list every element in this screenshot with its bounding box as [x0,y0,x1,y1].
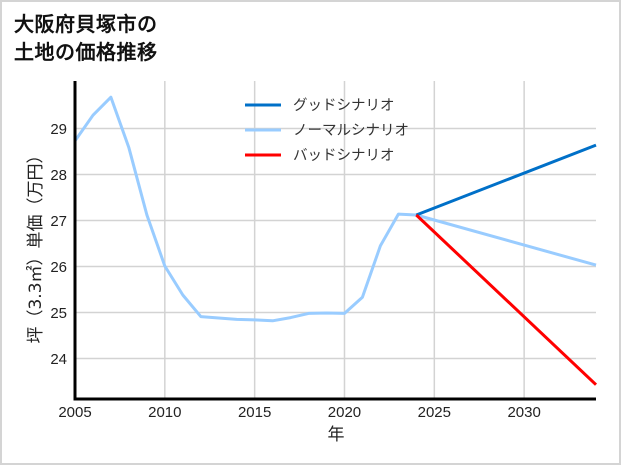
x-tick-label: 2025 [418,404,451,421]
x-tick-label: 2015 [238,404,271,421]
x-axis-label: 年 [328,425,345,445]
series-line [73,95,597,323]
y-tick-label: 26 [50,259,67,276]
data-series [73,95,598,386]
chart-title: 大阪府貝塚市の 土地の価格推移 [14,12,158,64]
legend-label: バッドシナリオ [293,148,395,164]
y-tick-label: 24 [50,351,67,368]
x-tick-label: 2010 [148,404,181,421]
x-tick-label: 2030 [507,404,540,421]
tick-labels: 24 25 26 27 28 29 2005 2010 2015 2020 2025 2030 [50,121,541,421]
y-tick-label: 28 [50,167,67,184]
gridlines [75,81,596,399]
y-tick-label: 27 [50,213,67,230]
series-line [415,143,597,217]
y-tick-label: 25 [50,305,67,322]
y-axis-label: 坪（3.3㎡）単価（万円） [26,146,46,343]
legend-label: グッドシナリオ [293,97,395,114]
axes [73,81,596,401]
x-tick-label: 2020 [328,404,361,421]
series-line [415,213,598,386]
y-tick-label: 29 [50,121,67,138]
x-tick-label: 2005 [58,404,91,421]
legend-label: ノーマルシナリオ [293,123,409,139]
